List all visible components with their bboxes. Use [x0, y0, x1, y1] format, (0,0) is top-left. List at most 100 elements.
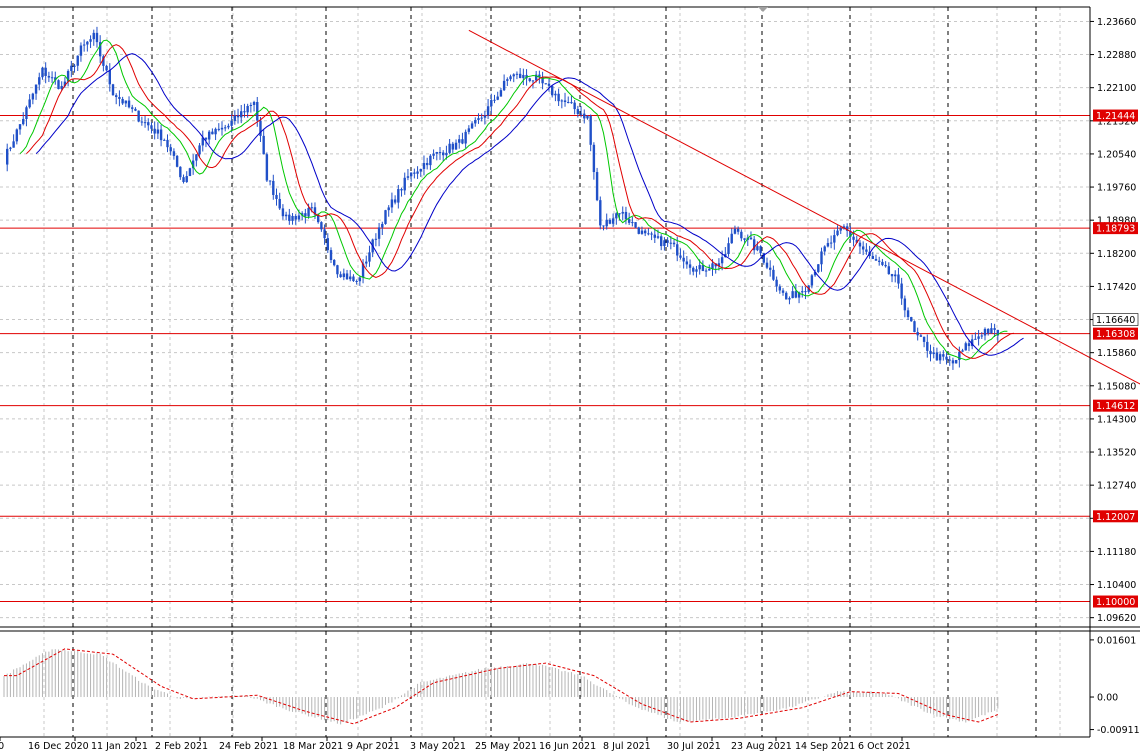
- candle-body: [419, 168, 422, 172]
- candle-body: [935, 352, 939, 361]
- candle-body: [236, 115, 240, 118]
- candle-body: [820, 251, 823, 265]
- level-label-box: [1093, 109, 1138, 122]
- candle-body: [390, 199, 394, 208]
- candle-body: [599, 200, 602, 226]
- candle-body: [663, 240, 666, 247]
- candle-body: [544, 83, 547, 85]
- candle-body: [932, 352, 935, 355]
- candle-body: [708, 268, 711, 271]
- candle-body: [342, 273, 346, 278]
- candle-body: [105, 65, 108, 71]
- candle-body: [512, 74, 515, 77]
- candle-body: [861, 246, 865, 250]
- candle-body: [676, 244, 679, 256]
- level-label-text: 1.10000: [1096, 597, 1135, 608]
- candle-body: [637, 227, 640, 234]
- candle-body: [470, 123, 474, 129]
- candle-body: [515, 73, 519, 75]
- candle-body: [98, 42, 102, 57]
- candle-body: [333, 259, 336, 266]
- candle-body: [467, 128, 471, 132]
- candle-body: [634, 222, 637, 228]
- candle-body: [714, 263, 717, 267]
- candle-body: [740, 231, 743, 239]
- candle-body: [63, 81, 67, 86]
- candle-body: [554, 93, 557, 96]
- candle-body: [425, 162, 429, 166]
- candle-body: [695, 269, 698, 272]
- candle-body: [111, 84, 115, 96]
- osc-signal-line: [4, 648, 998, 725]
- candle-body: [685, 261, 689, 265]
- candle-body: [522, 74, 525, 79]
- candle-body: [464, 131, 467, 144]
- candle-body: [624, 211, 628, 220]
- candle-body: [640, 230, 644, 234]
- candle-body: [563, 100, 567, 103]
- time-tick-label: 6 Oct 2021: [858, 741, 911, 752]
- candle-body: [131, 107, 134, 109]
- candle-body: [300, 213, 304, 216]
- candle-body: [801, 291, 804, 293]
- candle-body: [730, 233, 733, 244]
- oscillator-gridlines: [43, 631, 1061, 737]
- osc-tick-label: -0.009117: [1097, 725, 1140, 736]
- candle-body: [31, 93, 35, 100]
- candle-body: [576, 109, 580, 114]
- candle-body: [797, 292, 801, 298]
- candle-body: [275, 194, 278, 199]
- candle-body: [865, 249, 868, 252]
- candle-body: [92, 32, 95, 40]
- candle-body: [265, 154, 269, 181]
- candle-body: [34, 84, 38, 94]
- time-tick-label: 18 Mar 2021: [283, 741, 343, 752]
- candle-body: [778, 286, 782, 291]
- candle-body: [829, 242, 833, 244]
- candle-body: [66, 70, 70, 82]
- candle-body: [849, 230, 852, 237]
- candle-body: [954, 359, 958, 364]
- candle-body: [916, 332, 919, 336]
- candle-body: [887, 266, 891, 275]
- candle-body: [852, 236, 855, 240]
- candle-body: [538, 74, 541, 78]
- candle-body: [727, 243, 730, 255]
- candle-body: [156, 129, 160, 134]
- candle-body: [204, 137, 208, 140]
- candle-body: [595, 172, 599, 201]
- candle-body: [839, 228, 842, 231]
- candle-body: [438, 152, 442, 154]
- candle-body: [499, 90, 503, 97]
- candle-body: [442, 152, 445, 156]
- candle-body: [57, 80, 60, 90]
- price-tick-label: 1.21320: [1097, 116, 1136, 127]
- level-label-box: [1093, 399, 1138, 412]
- level-label-box: [1093, 327, 1138, 340]
- candle-body: [486, 106, 490, 116]
- candle-body: [220, 127, 224, 130]
- candle-body: [137, 110, 140, 122]
- candle-body: [397, 189, 400, 203]
- candle-body: [73, 65, 76, 67]
- horizontal-levels[interactable]: [0, 115, 1090, 603]
- candle-body: [268, 180, 272, 182]
- level-price-labels: 1.21444 1.18793 1.16308 1.14612 1.12007 1.100…: [1092, 109, 1139, 608]
- candle-body: [922, 336, 926, 342]
- candle-body: [974, 338, 977, 340]
- candle-body: [121, 98, 124, 104]
- candle-body: [701, 265, 705, 272]
- candle-body: [720, 257, 724, 264]
- candlesticks: [6, 26, 1000, 370]
- time-tick-label: 16 Dec 2020: [28, 741, 89, 752]
- candle-body: [454, 142, 458, 150]
- candle-body: [166, 139, 169, 148]
- trendline-layer[interactable]: [468, 29, 1140, 410]
- candle-body: [874, 258, 878, 261]
- candle-body: [89, 39, 92, 42]
- level-label-text: 1.12007: [1096, 512, 1135, 523]
- candle-body: [22, 119, 25, 125]
- candle-body: [326, 238, 329, 251]
